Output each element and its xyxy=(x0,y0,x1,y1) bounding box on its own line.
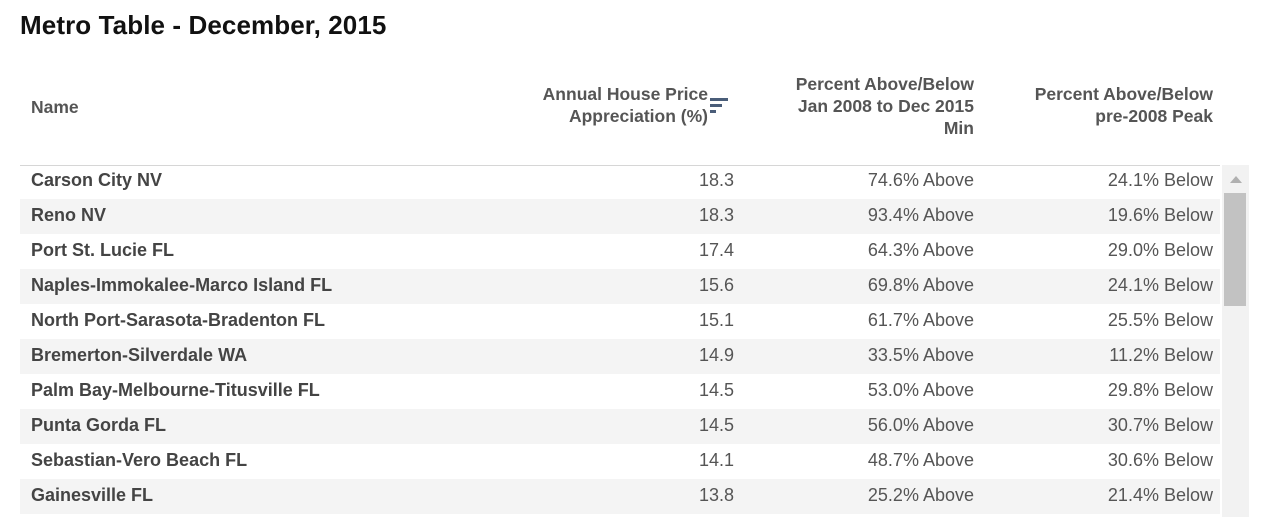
table-row[interactable]: Carson City NV 18.3 74.6% Above 24.1% Below xyxy=(20,164,1220,199)
cell-jan-min: 56.0% Above xyxy=(867,415,974,435)
table-row[interactable]: Sebastian-Vero Beach FL 14.1 48.7% Above 30… xyxy=(20,444,1220,479)
table-row[interactable]: Naples-Immokalee-Marco Island FL 15.6 69.8… xyxy=(20,269,1220,304)
column-header-jan-min-line-1: Percent Above/Below xyxy=(795,74,974,94)
column-header-jan-min-line-3: Min xyxy=(943,118,974,138)
table-row[interactable]: Palm Bay-Melbourne-Titusville FL 14.5 53.0… xyxy=(20,374,1220,409)
table-row[interactable]: Gainesville FL 13.8 25.2% Above 21.4% Below xyxy=(20,479,1220,514)
column-header-jan-min-line-2: Jan 2008 to Dec 2015 xyxy=(797,96,974,116)
column-header-appreciation[interactable]: Annual House Price Appreciation (%) xyxy=(490,83,708,127)
table-body: Carson City NV 18.3 74.6% Above 24.1% Below… xyxy=(20,164,1220,517)
cell-peak: 24.1% Below xyxy=(1107,170,1213,190)
cell-peak: 29.0% Below xyxy=(1107,240,1213,260)
sort-descending-icon[interactable] xyxy=(710,98,730,120)
table-header: Name Annual House Price Appreciation (%)… xyxy=(20,66,1220,166)
cell-peak: 21.4% Below xyxy=(1107,485,1213,505)
cell-jan-min: 64.3% Above xyxy=(867,240,974,260)
column-header-peak[interactable]: Percent Above/Below pre-2008 Peak xyxy=(990,83,1213,127)
column-header-peak-line-2: pre-2008 Peak xyxy=(1095,106,1213,126)
cell-appreciation: 15.6 xyxy=(698,275,734,295)
cell-name: Carson City NV xyxy=(31,170,163,190)
cell-peak: 11.2% Below xyxy=(1109,345,1213,365)
cell-appreciation: 17.4 xyxy=(698,240,734,260)
page-title: Metro Table - December, 2015 xyxy=(20,10,387,40)
cell-name: Palm Bay-Melbourne-Titusville FL xyxy=(31,380,320,400)
column-header-peak-line-1: Percent Above/Below xyxy=(1034,84,1213,104)
cell-peak: 30.6% Below xyxy=(1107,450,1213,470)
cell-jan-min: 33.5% Above xyxy=(867,345,974,365)
cell-jan-min: 69.8% Above xyxy=(867,275,974,295)
scroll-up-arrow-icon[interactable] xyxy=(1230,176,1242,183)
cell-peak: 19.6% Below xyxy=(1107,205,1213,225)
scrollbar-thumb[interactable] xyxy=(1224,193,1246,306)
cell-name: Sebastian-Vero Beach FL xyxy=(31,450,248,470)
table-row[interactable]: North Port-Sarasota-Bradenton FL 15.1 61.7… xyxy=(20,304,1220,339)
vertical-scrollbar[interactable] xyxy=(1222,165,1249,517)
cell-jan-min: 53.0% Above xyxy=(867,380,974,400)
cell-name: North Port-Sarasota-Bradenton FL xyxy=(31,310,326,330)
cell-name: Reno NV xyxy=(31,205,107,225)
cell-name: Gainesville FL xyxy=(31,485,154,505)
cell-appreciation: 14.9 xyxy=(698,345,734,365)
cell-appreciation: 14.1 xyxy=(698,450,734,470)
cell-appreciation: 15.1 xyxy=(698,310,734,330)
table-row[interactable]: Punta Gorda FL 14.5 56.0% Above 30.7% Below xyxy=(20,409,1220,444)
cell-jan-min: 61.7% Above xyxy=(867,310,974,330)
cell-name: Bremerton-Silverdale WA xyxy=(31,345,248,365)
cell-jan-min: 74.6% Above xyxy=(867,170,974,190)
column-header-appreciation-line-2: Appreciation (%) xyxy=(568,106,708,126)
cell-peak: 29.8% Below xyxy=(1107,380,1213,400)
column-header-appreciation-line-1: Annual House Price xyxy=(542,84,708,104)
cell-name: Naples-Immokalee-Marco Island FL xyxy=(31,275,333,295)
column-header-jan-min[interactable]: Percent Above/Below Jan 2008 to Dec 2015… xyxy=(758,73,974,139)
cell-jan-min: 25.2% Above xyxy=(867,485,974,505)
cell-appreciation: 14.5 xyxy=(698,380,734,400)
cell-peak: 25.5% Below xyxy=(1107,310,1213,330)
table-row[interactable]: Port St. Lucie FL 17.4 64.3% Above 29.0% Be… xyxy=(20,234,1220,269)
cell-peak: 30.7% Below xyxy=(1107,415,1213,435)
cell-jan-min: 48.7% Above xyxy=(867,450,974,470)
table-row[interactable]: Bremerton-Silverdale WA 14.9 33.5% Above 11… xyxy=(20,339,1220,374)
cell-name: Port St. Lucie FL xyxy=(31,240,175,260)
table-row[interactable]: Reno NV 18.3 93.4% Above 19.6% Below xyxy=(20,199,1220,234)
cell-peak: 24.1% Below xyxy=(1107,275,1213,295)
cell-name: Punta Gorda FL xyxy=(31,415,166,435)
cell-appreciation: 13.8 xyxy=(698,485,734,505)
cell-jan-min: 93.4% Above xyxy=(867,205,974,225)
cell-appreciation: 14.5 xyxy=(698,415,734,435)
cell-appreciation: 18.3 xyxy=(698,205,734,225)
cell-appreciation: 18.3 xyxy=(698,170,734,190)
column-header-name[interactable]: Name xyxy=(31,97,79,117)
